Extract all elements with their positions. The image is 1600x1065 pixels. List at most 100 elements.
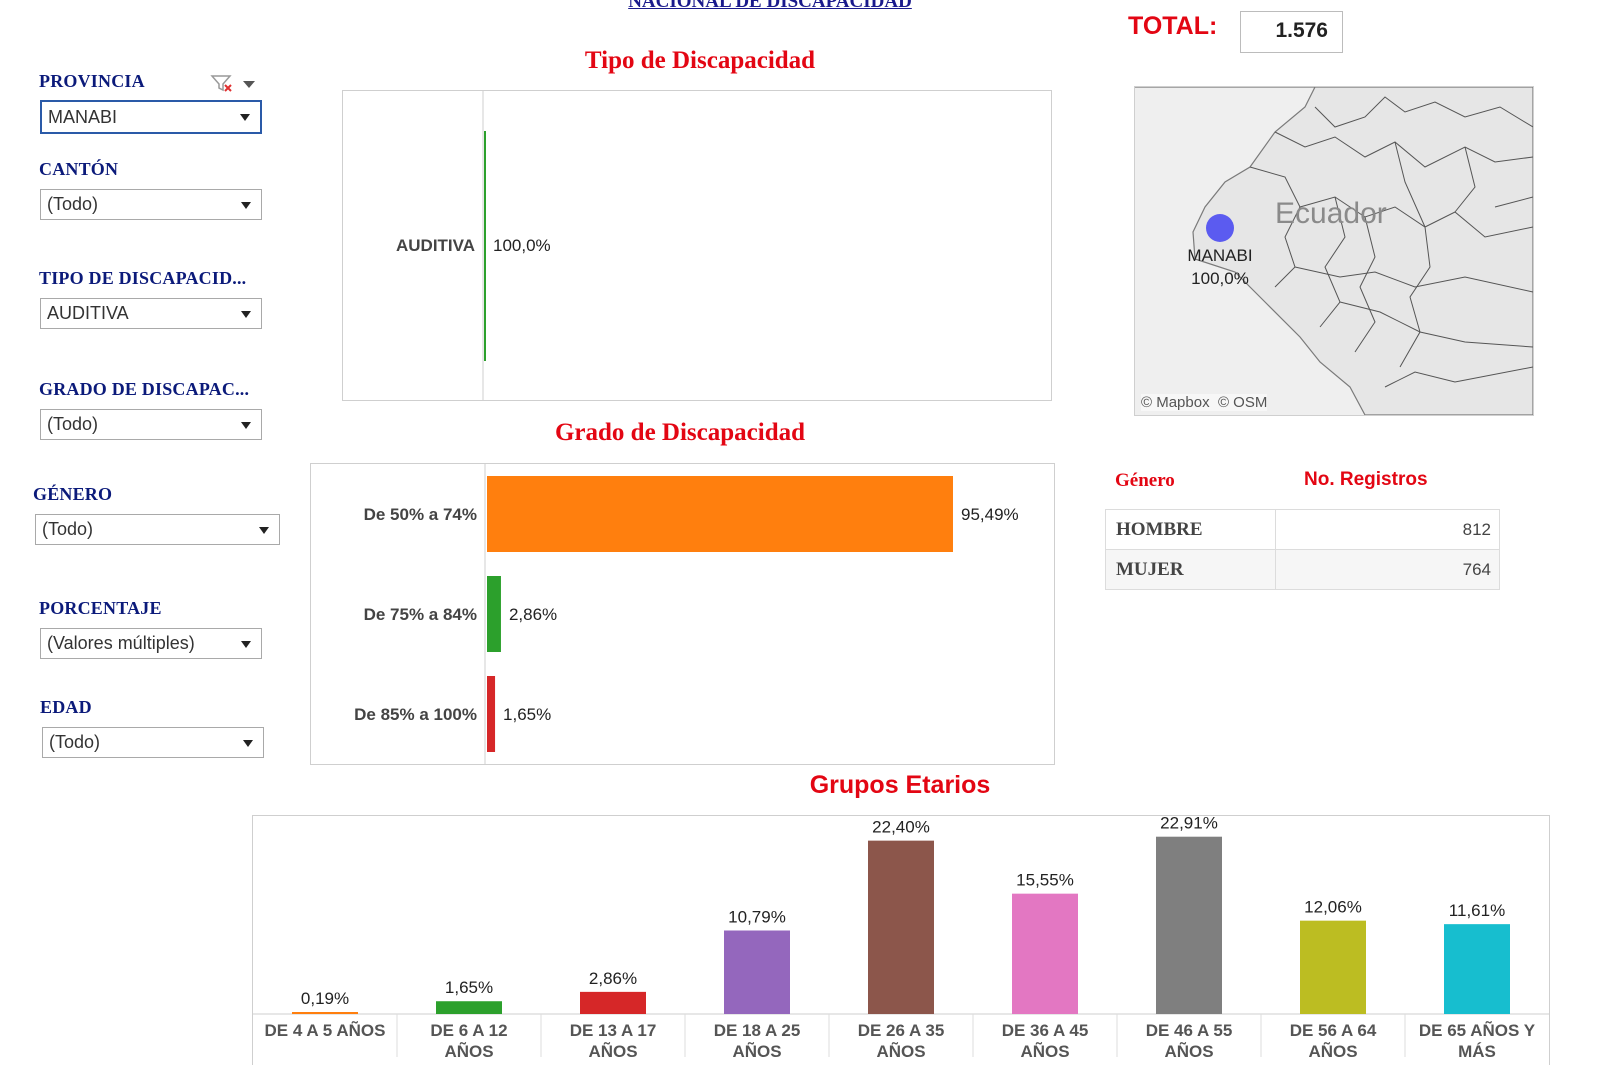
category-label: DE 18 A 25 xyxy=(714,1021,801,1040)
category-label: DE 56 A 64 xyxy=(1290,1021,1377,1040)
filter-label-edad: EDAD xyxy=(40,697,92,717)
clear-filter-icon[interactable] xyxy=(210,73,260,93)
bar[interactable] xyxy=(487,676,496,752)
registros-col-header: No. Registros xyxy=(1304,469,1428,490)
grado-select-value: (Todo) xyxy=(47,414,99,434)
gender-name: MUJER xyxy=(1105,549,1276,590)
bar[interactable] xyxy=(436,1001,502,1014)
category-label: MÁS xyxy=(1458,1042,1496,1057)
map-point-value: 100,0% xyxy=(1191,269,1249,288)
category-label: AÑOS xyxy=(732,1041,781,1057)
grado-chart: De 50% a 74% 95,49% De 75% a 84% 2,86% De 85… xyxy=(310,463,1055,765)
filter-label-genero: GÉNERO xyxy=(33,484,113,504)
bar[interactable] xyxy=(1156,836,1222,1014)
category-label: De 75% a 84% xyxy=(364,605,477,624)
table-row[interactable]: MUJER 764 xyxy=(1105,549,1500,590)
tipo-select[interactable]: AUDITIVA xyxy=(40,298,262,329)
map-point-label: MANABI xyxy=(1187,246,1253,265)
value-label: 1,65% xyxy=(445,978,493,997)
category-label: AÑOS xyxy=(444,1041,493,1057)
map-country-label: Ecuador xyxy=(1275,197,1387,230)
bar[interactable] xyxy=(487,576,501,652)
total-label: TOTAL: xyxy=(1128,12,1218,40)
table-row[interactable]: HOMBRE 812 xyxy=(1105,509,1500,550)
chevron-down-icon xyxy=(240,114,250,121)
category-label: AÑOS xyxy=(1308,1041,1357,1057)
bar[interactable] xyxy=(580,991,646,1014)
category-label: DE 6 A 12 xyxy=(430,1021,507,1040)
category-label: DE 65 AÑOS Y xyxy=(1419,1020,1536,1040)
map-svg xyxy=(1135,87,1533,415)
grado-select[interactable]: (Todo) xyxy=(40,409,262,440)
gender-count: 812 xyxy=(1275,509,1500,550)
edad-select[interactable]: (Todo) xyxy=(42,727,264,758)
category-label: DE 4 A 5 AÑOS xyxy=(265,1020,386,1040)
osm-attribution[interactable]: © OSM xyxy=(1217,394,1268,411)
category-label: AÑOS xyxy=(876,1041,925,1057)
filter-label-canton: CANTÓN xyxy=(39,159,119,179)
value-label: 2,86% xyxy=(509,605,557,624)
chevron-down-icon xyxy=(243,739,253,747)
category-label: DE 13 A 17 xyxy=(570,1021,657,1040)
value-label: 95,49% xyxy=(961,505,1019,524)
provincia-select[interactable]: MANABI xyxy=(40,100,262,134)
provincia-select-value: MANABI xyxy=(48,106,118,127)
value-label: 22,40% xyxy=(872,818,930,837)
category-label: DE 46 A 55 xyxy=(1146,1021,1233,1040)
value-label: 2,86% xyxy=(589,969,637,988)
bar[interactable] xyxy=(1300,920,1366,1014)
province-borders xyxy=(1249,96,1533,388)
bar[interactable] xyxy=(487,476,953,552)
mapbox-attribution[interactable]: © Mapbox xyxy=(1141,394,1210,411)
filter-label-provincia: PROVINCIA xyxy=(39,71,145,91)
chevron-down-icon xyxy=(241,310,251,318)
tipo-select-value: AUDITIVA xyxy=(47,303,129,323)
tipo-chart-title: Tipo de Discapacidad xyxy=(584,47,816,74)
value-label: 11,61% xyxy=(1449,901,1505,920)
etarios-chart: 0,19% DE 4 A 5 AÑOS 1,65% DE 6 A 12 AÑOS 2,86… xyxy=(252,814,1550,1065)
etarios-chart-title: Grupos Etarios xyxy=(809,771,991,799)
tipo-chart-svg: AUDITIVA 100,0% xyxy=(396,91,551,400)
value-label: 0,19% xyxy=(301,989,349,1008)
bar[interactable] xyxy=(1012,893,1078,1014)
grado-chart-svg: De 50% a 74% 95,49% De 75% a 84% 2,86% De 85… xyxy=(354,464,1019,764)
filter-icons xyxy=(210,73,260,98)
category-label: De 50% a 74% xyxy=(364,505,477,524)
category-label: De 85% a 100% xyxy=(354,705,477,724)
grado-chart-title: Grado de Discapacidad xyxy=(554,419,806,446)
category-label: AÑOS xyxy=(1164,1041,1213,1057)
genero-select-value: (Todo) xyxy=(42,519,94,539)
chevron-down-icon xyxy=(241,640,251,648)
chevron-down-icon xyxy=(241,201,251,209)
gender-count: 764 xyxy=(1275,549,1500,590)
land-shape xyxy=(1135,87,1533,415)
total-value: 1.576 xyxy=(1240,11,1343,53)
category-label: AÑOS xyxy=(588,1041,637,1057)
page-title: NACIONAL DE DISCAPACIDAD xyxy=(628,0,912,12)
bar[interactable] xyxy=(1444,924,1510,1014)
bar[interactable] xyxy=(868,840,934,1014)
filter-label-porcentaje: PORCENTAJE xyxy=(39,598,162,618)
porcentaje-select[interactable]: (Valores múltiples) xyxy=(40,628,262,659)
filter-label-grado: GRADO DE DISCAPAC... xyxy=(39,379,250,399)
canton-select[interactable]: (Todo) xyxy=(40,189,262,220)
value-label: 1,65% xyxy=(503,705,551,724)
edad-select-value: (Todo) xyxy=(49,732,101,752)
value-label: 15,55% xyxy=(1016,871,1074,890)
map-attribution: © Mapbox © OSM xyxy=(1141,394,1268,411)
category-label: AÑOS xyxy=(1020,1041,1069,1057)
value-label: 10,79% xyxy=(728,907,786,926)
category-label: AUDITIVA xyxy=(396,236,475,255)
genero-select[interactable]: (Todo) xyxy=(35,514,280,545)
canton-select-value: (Todo) xyxy=(47,194,99,214)
filter-label-tipo: TIPO DE DISCAPACID... xyxy=(39,268,247,288)
bar[interactable] xyxy=(724,930,790,1014)
bar[interactable] xyxy=(292,1012,358,1014)
map[interactable]: Ecuador MANABI 100,0% © Mapbox © OSM xyxy=(1134,86,1534,416)
value-label: 12,06% xyxy=(1304,898,1362,917)
porcentaje-select-value: (Valores múltiples) xyxy=(47,633,195,653)
gender-name: HOMBRE xyxy=(1105,509,1276,550)
bar[interactable] xyxy=(484,131,486,361)
map-point-manabi[interactable] xyxy=(1206,214,1234,242)
